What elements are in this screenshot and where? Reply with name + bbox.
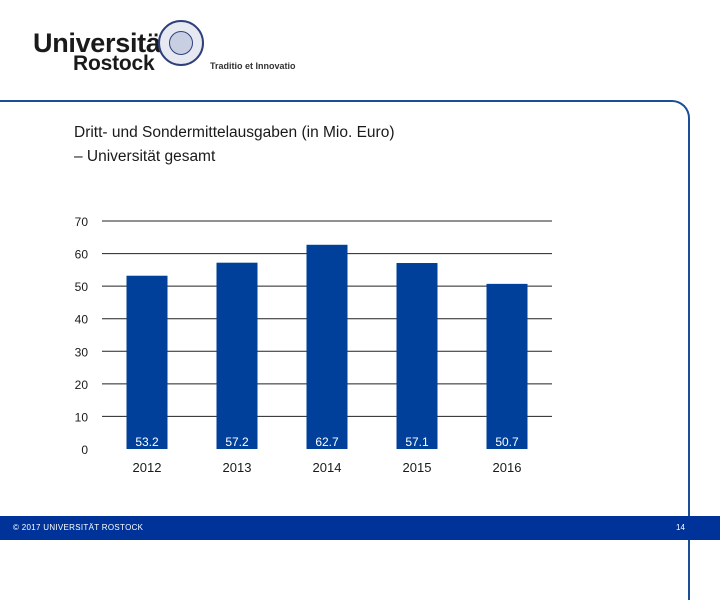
bar-chart: 0 10 20 30 40 50 60 70 53.2 2012 57.2 2013 62.7 2014 5…: [75, 215, 552, 475]
content-frame: [0, 100, 690, 600]
x-tick-label: 2013: [223, 460, 252, 475]
logo-line1: Universität: [33, 28, 170, 58]
bar-2015: [396, 263, 438, 449]
data-label: 57.2: [225, 435, 249, 449]
university-logo: Universität Rostock Traditio et Innovati…: [33, 20, 296, 80]
bar-2014: [306, 244, 348, 449]
footer-copyright: © 2017 UNIVERSITÄT ROSTOCK: [13, 523, 144, 532]
chart-title: Dritt- und Sondermittelausgaben (in Mio.…: [74, 121, 544, 169]
data-label: 62.7: [315, 435, 339, 449]
footer-bar: © 2017 UNIVERSITÄT ROSTOCK 14: [0, 516, 720, 540]
y-tick-label: 10: [75, 410, 89, 424]
data-label: 53.2: [135, 435, 159, 449]
y-tick-label: 0: [81, 443, 88, 457]
y-tick-label: 20: [75, 378, 89, 392]
bar-2016: [486, 283, 528, 449]
page-number: 14: [676, 523, 685, 532]
y-tick-label: 30: [75, 345, 89, 359]
x-tick-label: 2016: [493, 460, 522, 475]
chart-title-line2: – Universität gesamt: [74, 148, 216, 165]
x-tick-label: 2012: [133, 460, 162, 475]
chart-title-line1: Dritt- und Sondermittelausgaben (in Mio.…: [74, 124, 395, 141]
data-label: 57.1: [405, 435, 429, 449]
x-tick-label: 2015: [403, 460, 432, 475]
logo-line2: Rostock: [73, 52, 155, 75]
y-tick-label: 70: [75, 215, 89, 229]
x-tick-label: 2014: [313, 460, 342, 475]
y-tick-label: 40: [75, 313, 89, 327]
y-tick-label: 50: [75, 280, 89, 294]
bar-2013: [216, 262, 258, 449]
data-label: 50.7: [495, 435, 519, 449]
bar-2012: [126, 275, 168, 449]
y-tick-label: 60: [75, 248, 89, 262]
logo-motto: Traditio et Innovatio: [210, 61, 296, 71]
university-seal-icon: [158, 20, 204, 66]
